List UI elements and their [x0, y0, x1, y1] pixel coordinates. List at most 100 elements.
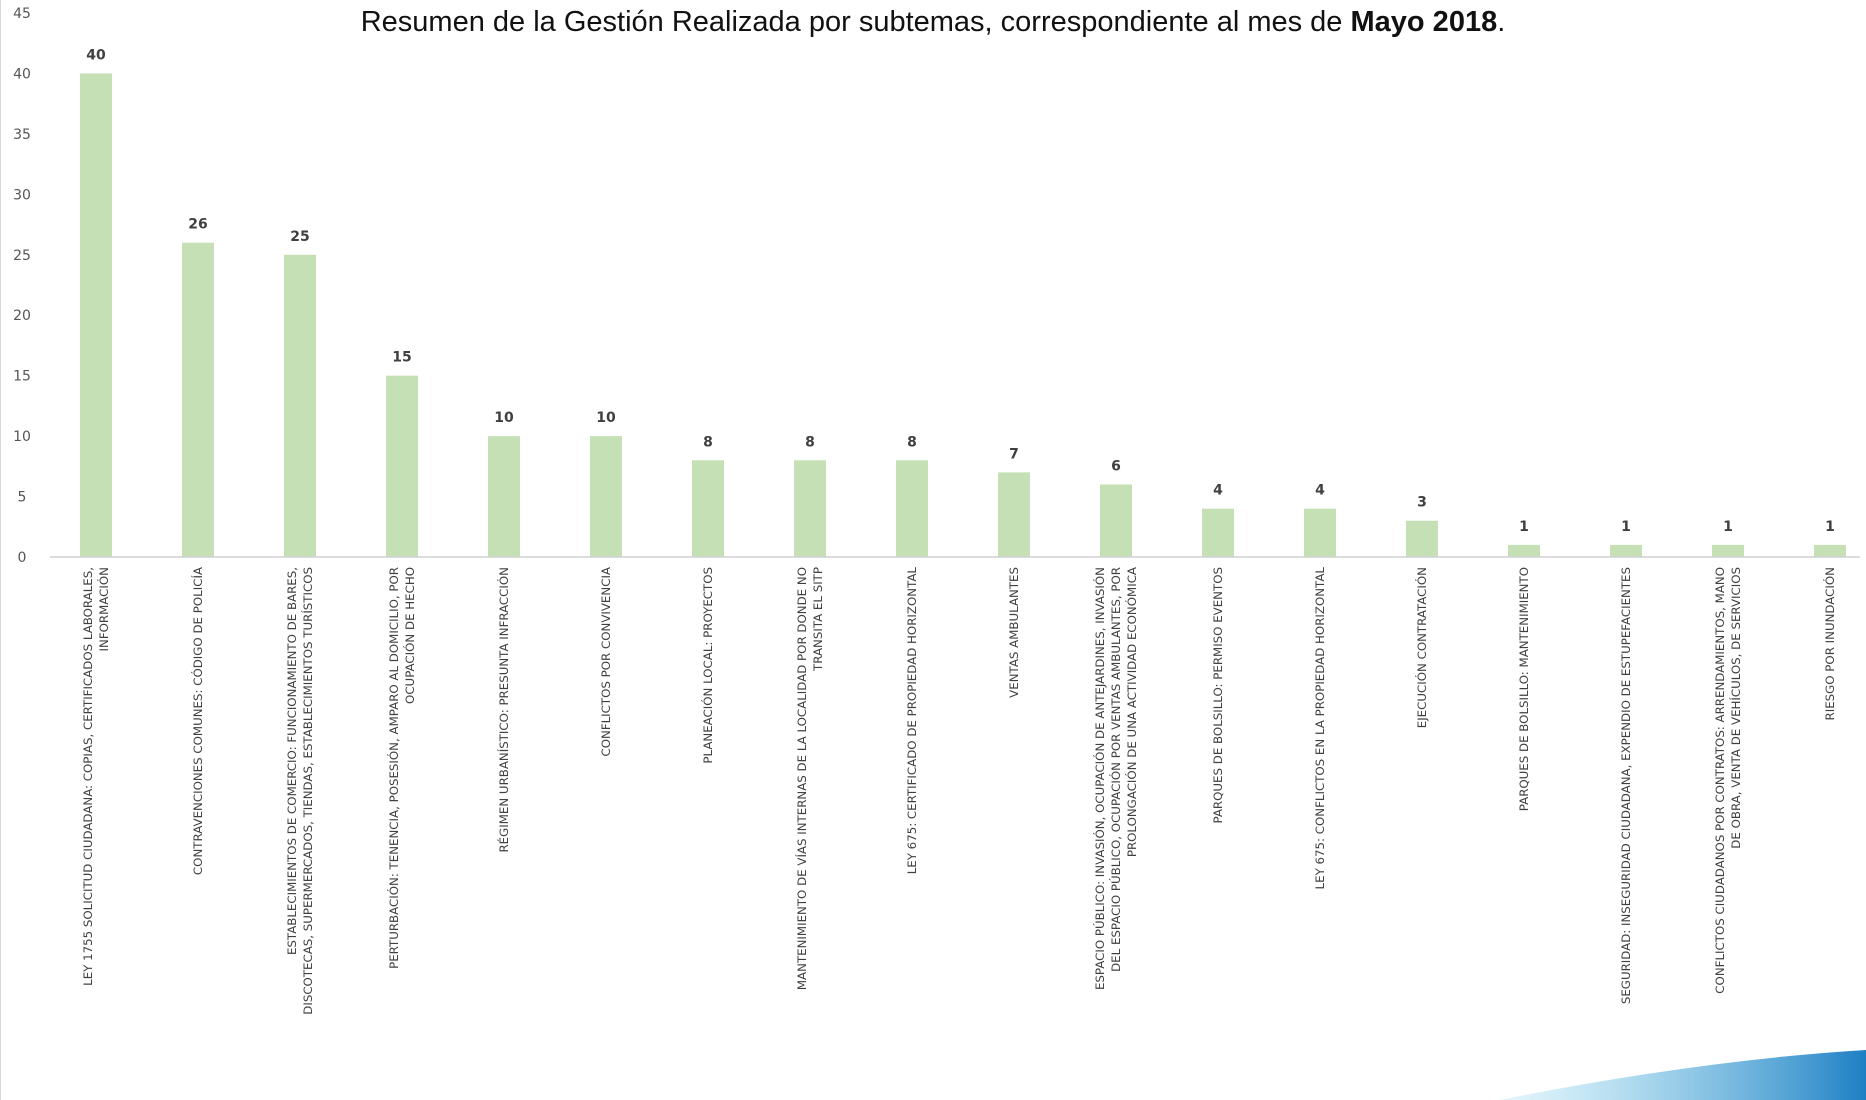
bar — [1202, 508, 1234, 557]
corner-decoration — [1500, 1050, 1866, 1100]
category-labels: LEY 1755 SOLICITUD CIUDADANA: COPIAS, CE… — [81, 567, 1837, 1015]
category-label: ESTABLECIMIENTOS DE COMERCIO: FUNCIONAMI… — [285, 567, 315, 1015]
y-tick-label: 25 — [13, 248, 31, 264]
data-label: 10 — [596, 410, 616, 426]
category-label-line: DEL ESPACIO PÚBLICO, OCUPACIÓN POR VENTA… — [1108, 567, 1123, 972]
category-label-line: ESPACIO PÚBLICO: INVASIÓN, OCUPACIÓN DE … — [1092, 567, 1107, 990]
bar — [1712, 544, 1744, 557]
category-label-line: EJECUCIÓN CONTRATACIÓN — [1414, 567, 1429, 728]
data-label: 1 — [1621, 519, 1631, 535]
bar — [284, 254, 316, 557]
y-tick-label: 15 — [13, 369, 31, 385]
bar — [1508, 544, 1540, 557]
data-label: 3 — [1417, 495, 1427, 511]
category-label-line: INFORMACIÓN — [96, 567, 111, 651]
bar — [1814, 544, 1846, 557]
y-tick-label: 30 — [13, 187, 31, 203]
category-label: VENTAS AMBULANTES — [1007, 567, 1021, 698]
category-label: CONTRAVENCIONES COMUNES: CÓDIGO DE POLIC… — [190, 567, 205, 875]
bar — [1304, 508, 1336, 557]
category-label-line: CONFLICTOS CIUDADANOS POR CONTRATOS: ARR… — [1713, 567, 1727, 994]
category-label-line: CONFLICTOS POR CONVIVENCIA — [599, 567, 613, 757]
category-label: MANTENIMIENTO DE VÍAS INTERNAS DE LA LOC… — [794, 567, 825, 990]
category-label-line: OCUPACIÓN DE HECHO — [402, 567, 417, 704]
bar — [896, 460, 928, 557]
data-label: 1 — [1519, 519, 1529, 535]
bar — [488, 436, 520, 557]
bar — [386, 375, 418, 557]
category-label-line: MANTENIMIENTO DE VÍAS INTERNAS DE LA LOC… — [794, 567, 809, 990]
chart-title: Resumen de la Gestión Realizada por subt… — [0, 6, 1866, 39]
category-label-line: PLANEACIÓN LOCAL: PROYECTOS — [700, 567, 715, 764]
bar — [182, 242, 214, 557]
data-label: 8 — [703, 434, 713, 450]
category-label-line: SEGURIDAD: INSEGURIDAD CIUDADANA, EXPEND… — [1619, 567, 1633, 1004]
bar — [1100, 484, 1132, 557]
category-label: CONFLICTOS CIUDADANOS POR CONTRATOS: ARR… — [1713, 567, 1743, 994]
category-label: CONFLICTOS POR CONVIVENCIA — [599, 567, 613, 757]
y-tick-label: 45 — [13, 6, 31, 22]
category-label: EJECUCIÓN CONTRATACIÓN — [1414, 567, 1429, 728]
category-label-line: PROLONGACIÓN DE UNA ACTIVIDAD ECONÓMICA — [1124, 567, 1139, 857]
data-labels: 40 26 25 15 10 10 8 8 8 7 6 4 4 3 1 1 1 1 — [86, 47, 1835, 534]
bar — [1406, 520, 1438, 557]
category-label-line: RÉGIMEN URBANÍSTICO: PRESUNTA INFRACCIÓN — [496, 567, 511, 853]
bar — [794, 460, 826, 557]
swoosh-shape — [1500, 1050, 1866, 1100]
category-label: RIESGO POR INUNDACIÓN — [1822, 567, 1837, 720]
data-label: 1 — [1723, 519, 1733, 535]
y-tick-label: 20 — [13, 308, 31, 324]
category-label-line: PARQUES DE BOLSILLO: PERMISO EVENTOS — [1211, 567, 1225, 824]
category-label-line: PERTURBACIÓN: TENENCIA, POSESIÓN, AMPARO… — [386, 567, 401, 969]
category-label-line: PARQUES DE BOLSILLO: MANTENIMIENTO — [1517, 567, 1531, 811]
category-label: LEY 675: CONFLICTOS EN LA PROPIEDAD HORI… — [1313, 567, 1327, 890]
bar — [998, 472, 1030, 557]
y-tick-label: 40 — [13, 66, 31, 82]
category-label-line: CONTRAVENCIONES COMUNES: CÓDIGO DE POLIC… — [190, 567, 205, 875]
left-border — [0, 0, 1, 1100]
category-label-line: LEY 675: CONFLICTOS EN LA PROPIEDAD HORI… — [1313, 567, 1327, 890]
category-label-line: DE OBRA, VENTA DE VEHÍCULOS, DE SERVICIO… — [1728, 567, 1743, 849]
data-label: 8 — [805, 434, 815, 450]
data-label: 6 — [1111, 458, 1121, 474]
bars — [80, 73, 1846, 557]
chart-title-suffix: . — [1497, 6, 1506, 38]
data-label: 4 — [1315, 483, 1325, 499]
data-label: 10 — [494, 410, 514, 426]
data-label: 4 — [1213, 483, 1223, 499]
category-label: PLANEACIÓN LOCAL: PROYECTOS — [700, 567, 715, 764]
category-label-line: TRANSITA EL SITP — [811, 567, 825, 672]
y-tick-label: 5 — [18, 490, 27, 506]
data-label: 8 — [907, 434, 917, 450]
bar — [692, 460, 724, 557]
data-label: 7 — [1009, 446, 1019, 462]
category-label-line: LEY 675: CERTIFICADO DE PROPIEDAD HORIZO… — [905, 567, 919, 875]
y-axis: 0 5 10 15 20 25 30 35 40 45 — [13, 6, 31, 566]
data-label: 40 — [86, 47, 106, 63]
category-label: PARQUES DE BOLSILLO: PERMISO EVENTOS — [1211, 567, 1225, 824]
category-label: LEY 1755 SOLICITUD CIUDADANA: COPIAS, CE… — [81, 567, 111, 986]
category-label: RÉGIMEN URBANÍSTICO: PRESUNTA INFRACCIÓN — [496, 567, 511, 853]
category-label-line: DISCOTECAS, SUPERMERCADOS, TIENDAS, ESTA… — [300, 567, 315, 1015]
bar — [80, 73, 112, 557]
category-label: SEGURIDAD: INSEGURIDAD CIUDADANA, EXPEND… — [1619, 567, 1633, 1004]
bar — [590, 436, 622, 557]
category-label: PERTURBACIÓN: TENENCIA, POSESIÓN, AMPARO… — [386, 567, 417, 969]
category-label-line: VENTAS AMBULANTES — [1007, 567, 1021, 698]
category-label: ESPACIO PÚBLICO: INVASIÓN, OCUPACIÓN DE … — [1092, 567, 1139, 990]
y-tick-label: 0 — [18, 550, 27, 566]
category-label: PARQUES DE BOLSILLO: MANTENIMIENTO — [1517, 567, 1531, 811]
bar — [1610, 544, 1642, 557]
chart-title-month: Mayo 2018 — [1350, 6, 1498, 38]
y-tick-label: 10 — [13, 429, 31, 445]
category-label-line: LEY 1755 SOLICITUD CIUDADANA: COPIAS, CE… — [81, 567, 95, 986]
data-label: 25 — [290, 229, 309, 245]
data-label: 26 — [188, 217, 207, 233]
category-label-line: RIESGO POR INUNDACIÓN — [1822, 567, 1837, 720]
category-label: LEY 675: CERTIFICADO DE PROPIEDAD HORIZO… — [905, 567, 919, 875]
category-label-line: ESTABLECIMIENTOS DE COMERCIO: FUNCIONAMI… — [285, 567, 299, 955]
chart-title-prefix: Resumen de la Gestión Realizada por subt… — [360, 6, 1351, 38]
y-tick-label: 35 — [13, 127, 31, 143]
data-label: 15 — [392, 350, 411, 366]
